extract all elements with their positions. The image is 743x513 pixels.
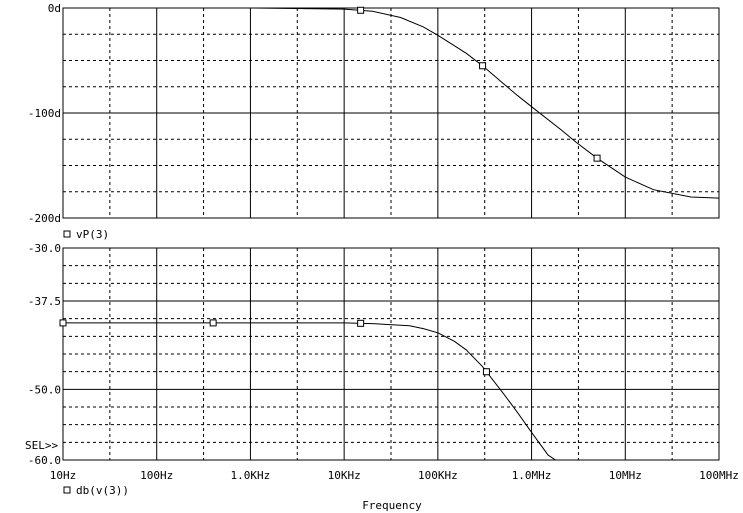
- frequency-axis: 10Hz 100Hz 1.0KHz 10KHz 100KHz 1.0MHz 10MHz 100…: [50, 469, 739, 482]
- magnitude-curve: [63, 322, 556, 461]
- phase-curve-marker: [479, 62, 487, 70]
- phase-plot-frame: [62, 7, 720, 219]
- x-tick-label: 10KHz: [328, 469, 361, 482]
- magnitude-curve-marker: [482, 368, 490, 376]
- x-tick-label: 100KHz: [418, 469, 458, 482]
- phase-y-tick-label: -200d: [28, 212, 61, 225]
- x-tick-label: 100MHz: [699, 469, 739, 482]
- phase-y-tick-label: -100d: [28, 107, 61, 120]
- phase-y-tick-label: 0d: [48, 2, 61, 15]
- phase-panel: 0d -100d -200d: [28, 2, 720, 225]
- magnitude-legend: db(v(3)): [63, 484, 129, 497]
- sel-indicator: SEL>>: [25, 439, 58, 452]
- magnitude-y-tick-label: -37.5: [28, 295, 61, 308]
- phase-curve: [250, 7, 720, 199]
- magnitude-plot-frame: [62, 247, 720, 461]
- magnitude-curve-marker: [209, 319, 217, 327]
- phase-curve-marker: [593, 154, 601, 162]
- magnitude-curve-marker: [357, 319, 365, 327]
- x-tick-label: 100Hz: [140, 469, 173, 482]
- magnitude-legend-marker: [63, 486, 71, 494]
- phase-legend-label: vP(3): [76, 228, 109, 241]
- magnitude-curve-marker: [59, 319, 67, 327]
- magnitude-legend-label: db(v(3)): [76, 484, 129, 497]
- x-axis-title: Frequency: [362, 499, 422, 512]
- phase-legend: vP(3): [63, 228, 109, 241]
- x-tick-label: 1.0MHz: [512, 469, 552, 482]
- magnitude-y-tick-label: -30.0: [28, 242, 61, 255]
- phase-legend-marker: [63, 230, 71, 238]
- x-tick-label: 10Hz: [50, 469, 77, 482]
- magnitude-y-tick-label: -60.0: [28, 454, 61, 467]
- magnitude-y-tick-label: -50.0: [28, 383, 61, 396]
- x-tick-label: 10MHz: [609, 469, 642, 482]
- phase-curve-marker: [357, 6, 365, 14]
- magnitude-panel: -30.0 -37.5 -50.0 -60.0: [28, 242, 720, 467]
- x-tick-label: 1.0KHz: [231, 469, 271, 482]
